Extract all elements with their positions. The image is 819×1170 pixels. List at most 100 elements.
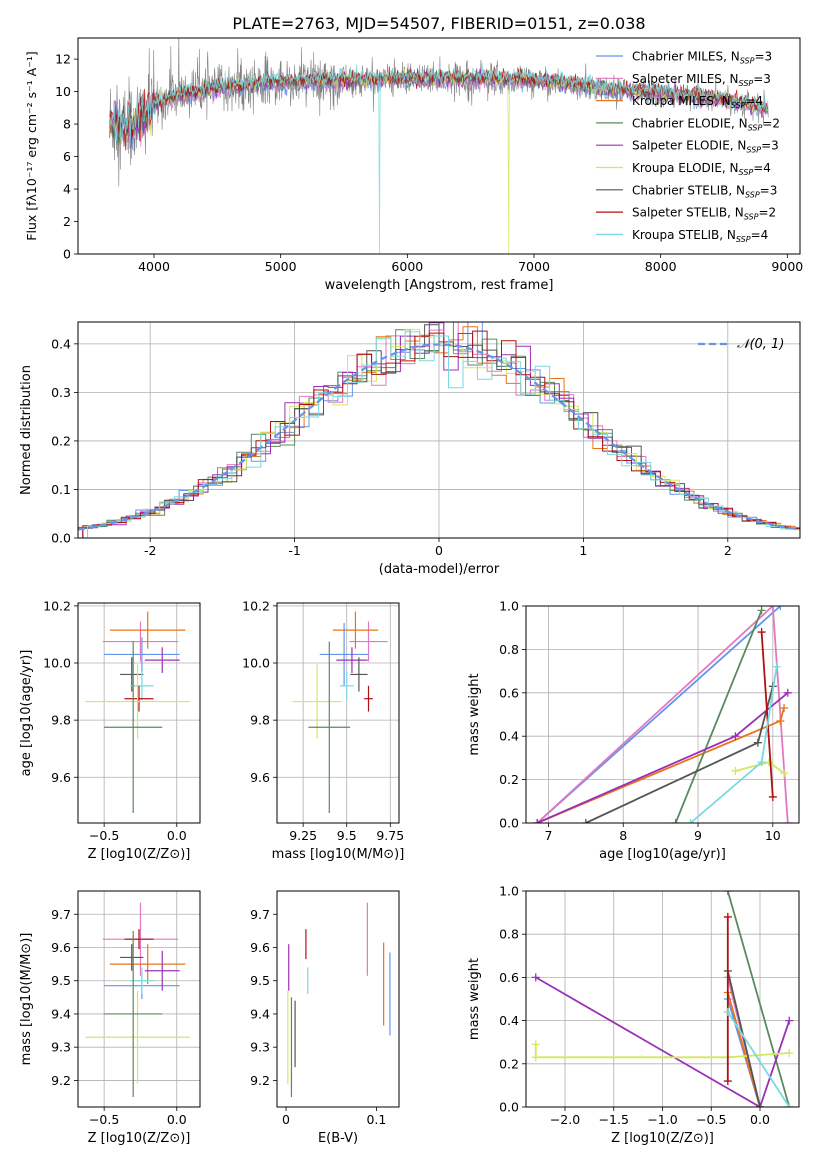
y-tick-label: 8 [63, 117, 71, 132]
y-tick-label: 0.2 [499, 772, 519, 787]
y-tick-label: 9.5 [51, 973, 71, 988]
axes-frame [77, 321, 801, 539]
legend-suffix: =3 [754, 50, 772, 64]
plot-area [109, 38, 769, 254]
x-tick-label: −1.0 [647, 1112, 677, 1127]
y-axis-label: Normed distribution [19, 365, 34, 495]
y-tick-label: 10.0 [242, 656, 270, 671]
y-axis-label: mass weight [467, 673, 482, 755]
errorbar-point [109, 611, 186, 649]
plot-area [533, 606, 792, 823]
model-spectrum-line [109, 62, 769, 254]
legend-suffix: =4 [753, 161, 771, 175]
errorbar-point [104, 641, 163, 813]
plus-marker [780, 769, 789, 778]
legend-suffix: =3 [760, 183, 778, 197]
x-tick-label: 9.25 [289, 828, 317, 843]
legend-subscript: SSP [739, 168, 754, 177]
plus-marker [533, 819, 542, 823]
axes-frame [276, 890, 400, 1108]
plus-marker [757, 628, 766, 637]
legend-subscript: SSP [740, 57, 755, 66]
plus-marker [731, 766, 740, 775]
plus-marker [780, 703, 789, 712]
plus-marker [723, 891, 732, 895]
errorbar-point [308, 641, 351, 813]
x-axis-label: Z [log10(Z/Z⊙)] [88, 847, 191, 862]
errorbar-point [109, 944, 186, 985]
legend-subscript: SSP [736, 235, 751, 244]
axes-Z_vs_age: −0.5 0.0 9.6 9.8 10.0 10.2 Z [log10(Z/Z⊙)] age … [19, 598, 201, 862]
x-tick-label: 7 [544, 828, 552, 843]
y-tick-label: 0.0 [499, 1100, 519, 1115]
mass-weight-line [674, 609, 763, 823]
x-tick-label: -2 [144, 543, 156, 558]
legend-subscript: SSP [746, 146, 761, 155]
plot-area [78, 322, 800, 538]
errorbar-point [85, 990, 190, 1084]
plus-marker [531, 1053, 540, 1062]
plot-area [287, 902, 391, 1098]
legend-subscript: SSP [748, 123, 763, 132]
y-tick-label: 0.0 [51, 531, 71, 546]
errorbar-point [130, 967, 154, 995]
figure-title: PLATE=2763, MJD=54507, FIBERID=0151, z=0… [232, 14, 645, 33]
plus-marker [772, 662, 781, 671]
y-tick-label: 9.8 [51, 713, 71, 728]
x-tick-label: 8 [619, 828, 627, 843]
mass-weight-line [689, 666, 778, 823]
errorbar-point [339, 671, 354, 701]
legend-subscript: SSP [731, 101, 746, 110]
errorbar-point [332, 611, 379, 649]
legend-label: Salpeter STELIB, NSSP=2 [632, 206, 776, 222]
x-tick-label: 9 [694, 828, 702, 843]
legend-subscript: SSP [739, 79, 754, 88]
mass-weight-line [727, 1011, 791, 1107]
x-tick-label: −2.0 [550, 1112, 580, 1127]
legend-suffix: =3 [761, 139, 779, 153]
plus-marker [785, 1016, 794, 1025]
grid [526, 605, 799, 824]
y-tick-label: 10.0 [43, 656, 71, 671]
axes-Z_vs_mass: −0.5 0.0 9.2 9.3 9.4 9.5 9.6 9.7 Z [log10(Z/Z⊙)]… [19, 890, 201, 1146]
grid [78, 322, 800, 539]
legend-label: Chabrier ELODIE, NSSP=2 [632, 116, 780, 132]
axes-frame [525, 890, 800, 1108]
errorbar-point [102, 621, 179, 662]
grid [78, 891, 200, 1107]
y-tick-label: 6 [63, 149, 71, 164]
legend: Chabrier MILES, NSSP=3 Salpeter MILES, NS… [596, 50, 780, 244]
y-axis-label: Flux [fλ10⁻¹⁷ erg cm⁻² s⁻¹ A⁻¹] [24, 51, 39, 240]
y-tick-label: 9.8 [250, 713, 270, 728]
y-tick-label: 9.4 [51, 1006, 71, 1021]
x-tick-label: −0.5 [89, 828, 119, 843]
y-tick-label: 0.4 [499, 729, 519, 744]
x-tick-label: 6000 [391, 259, 423, 274]
legend-subscript: SSP [745, 190, 760, 199]
plus-marker [783, 688, 792, 697]
legend-label: Kroupa ELODIE, NSSP=4 [632, 161, 771, 177]
plus-marker [723, 1077, 732, 1086]
x-axis-label: (data-model)/error [379, 562, 500, 577]
y-tick-label: 0.2 [499, 1056, 519, 1071]
y-tick-label: 0 [63, 247, 71, 262]
axes-age_vs_weight: 7 8 9 10 0.0 0.2 0.4 0.6 0.8 1.0 age [log10(age/yr… [467, 599, 800, 862]
legend-suffix: =4 [751, 228, 769, 242]
x-tick-label: 1 [579, 543, 587, 558]
y-tick-label: 0.8 [499, 642, 519, 657]
mass-weight-line [535, 976, 791, 1107]
errorbar-point [364, 685, 373, 712]
x-tick-label: 4000 [138, 259, 170, 274]
legend-label: Salpeter MILES, NSSP=3 [632, 72, 771, 88]
y-tick-label: 10.2 [43, 598, 71, 613]
y-tick-label: 9.3 [250, 1040, 270, 1055]
plot-area [292, 611, 388, 813]
axes-residuals: -2 -1 0 1 2 0.0 0.1 0.2 0.3 0.4 (data-model)/error… [19, 321, 801, 577]
plus-marker [768, 792, 777, 801]
plus-marker [753, 738, 762, 747]
plus-marker [776, 717, 785, 726]
y-tick-label: 9.3 [51, 1040, 71, 1055]
x-tick-label: -1 [288, 543, 300, 558]
y-tick-label: 9.2 [250, 1073, 270, 1088]
errorbar-point [319, 623, 369, 686]
